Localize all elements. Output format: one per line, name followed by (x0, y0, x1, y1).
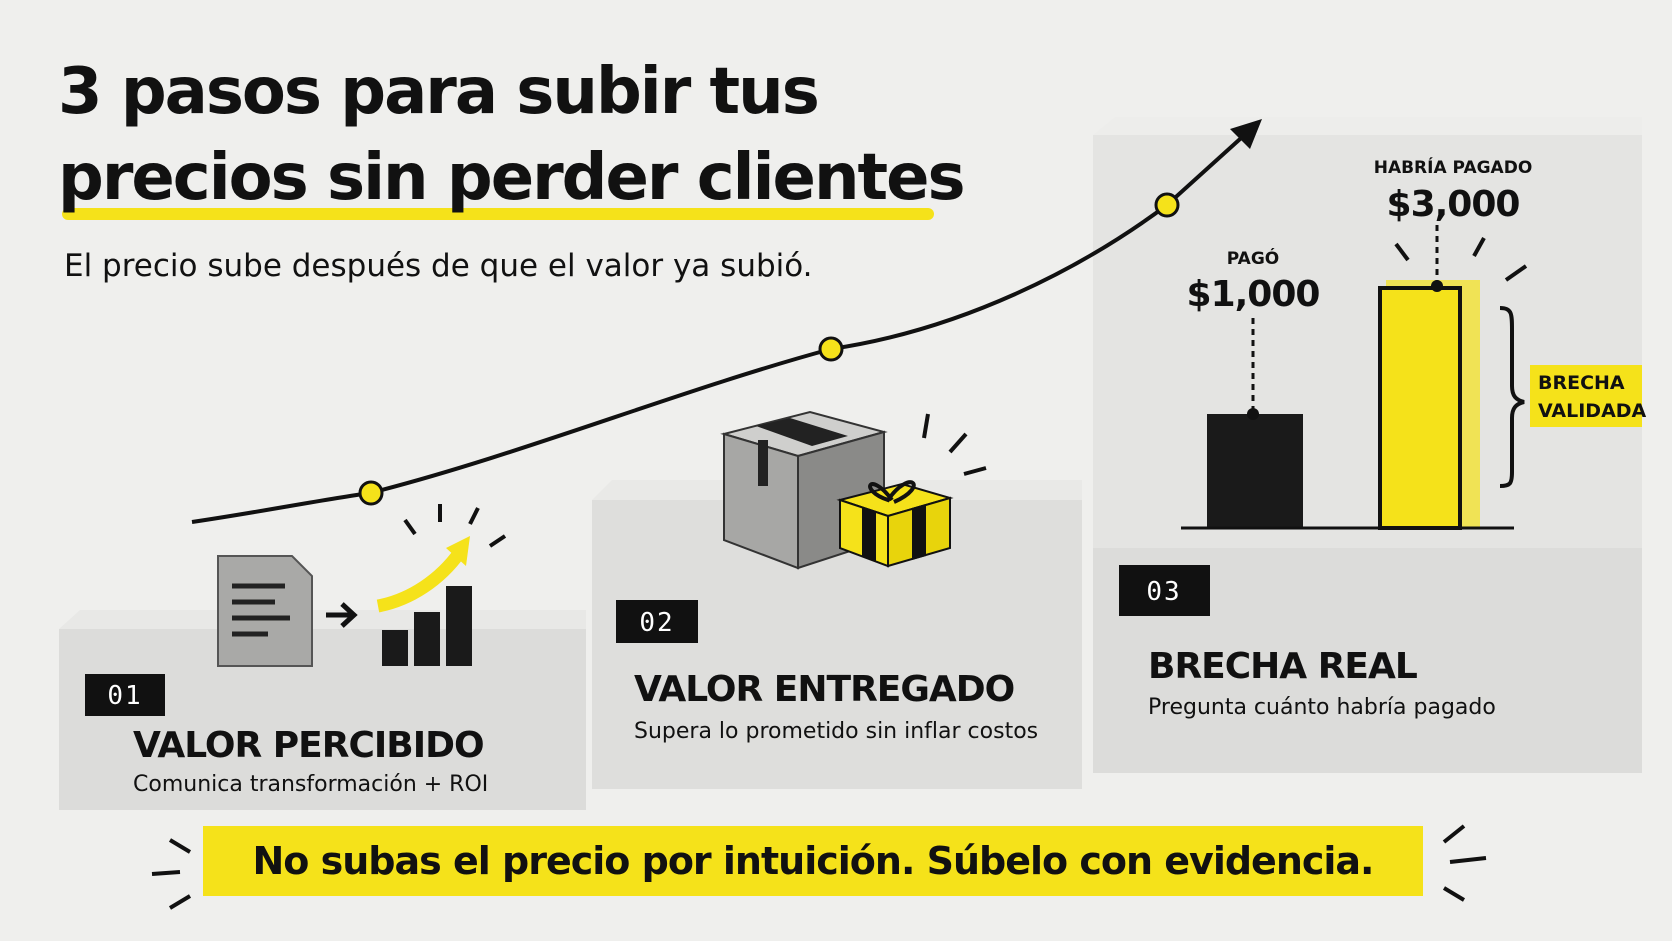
step-2-icon (720, 410, 987, 570)
step-description: Pregunta cuánto habría pagado (1148, 695, 1496, 720)
step-title: BRECHA REAL (1148, 646, 1417, 687)
block-3-top (1093, 117, 1642, 135)
paid-label: PAGÓ (1227, 247, 1279, 269)
block-1 (59, 629, 586, 810)
gap-label-box (1530, 365, 1642, 427)
block-1-top (59, 610, 586, 629)
leader-dot (1431, 280, 1443, 292)
paid-bar (1207, 414, 1303, 528)
step-title: VALOR PERCIBIDO (133, 725, 484, 766)
title-line: precios sin perder clientes (58, 141, 964, 215)
would-pay-label: HABRÍA PAGADO (1374, 156, 1533, 178)
title-underline (62, 208, 934, 220)
step-badge (85, 674, 165, 716)
growth-curve (191, 128, 1252, 524)
gap-brace (1499, 306, 1525, 488)
arrow-head (1230, 119, 1262, 149)
would-pay-bar (1378, 286, 1462, 530)
curve-point (818, 336, 844, 362)
footer-band (203, 826, 1423, 896)
footer-sparkles (151, 824, 1487, 910)
title-line: 3 pasos para subir tus (58, 55, 818, 129)
step-blocks (59, 117, 1642, 810)
step-badge (616, 600, 698, 643)
step-number: 02 (639, 608, 674, 638)
curve-point (1154, 192, 1180, 218)
step-description: Comunica transformación + ROI (133, 772, 488, 797)
gap-label: VALIDADA (1538, 400, 1647, 422)
step-number: 03 (1146, 577, 1181, 607)
comparison-chart: BRECHA VALIDADA PAGÓ $1,000 HABRÍA PAGAD… (1181, 156, 1647, 530)
leader-dot (1247, 408, 1259, 420)
step-badge (1119, 565, 1210, 616)
subtitle: El precio sube después de que el valor y… (64, 248, 813, 284)
step-1-icon (217, 504, 507, 667)
would-pay-amount: $3,000 (1387, 184, 1520, 225)
step-title: VALOR ENTREGADO (634, 669, 1014, 710)
sparkle (1394, 237, 1528, 282)
step-description: Supera lo prometido sin inflar costos (634, 719, 1038, 744)
curve-point (358, 480, 384, 506)
gap-label: BRECHA (1538, 372, 1625, 394)
step-number: 01 (107, 681, 142, 711)
footer-text: No subas el precio por intuición. Súbelo… (253, 839, 1374, 883)
paid-amount: $1,000 (1187, 274, 1320, 315)
